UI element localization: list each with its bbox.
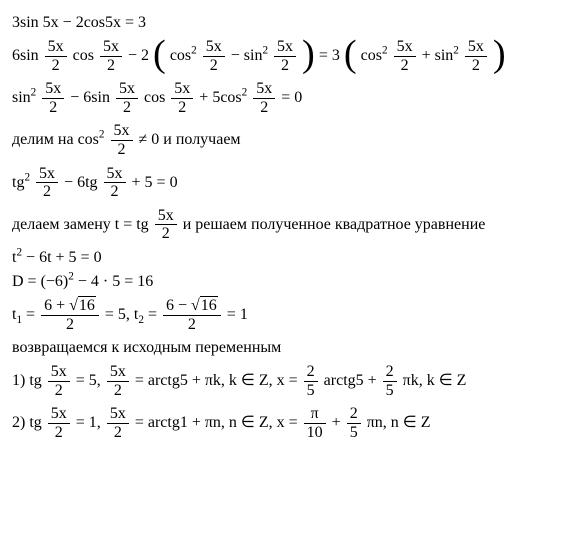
frac-5x-2: 5x2 bbox=[48, 405, 70, 441]
t: делим на cos bbox=[12, 131, 99, 148]
lparen-icon: ( bbox=[344, 39, 357, 70]
t: + 5cos bbox=[199, 89, 241, 106]
t: = arctg1 + πn, n ∈ Z, x = bbox=[135, 414, 302, 431]
t: = 5, bbox=[76, 372, 105, 389]
sup2: 2 bbox=[68, 271, 74, 283]
line-9: t1 = 6 + 16 2 = 5, t2 = 6 − 16 2 = 1 bbox=[12, 297, 569, 333]
t: ≠ 0 и получаем bbox=[139, 131, 241, 148]
t: cos bbox=[170, 47, 191, 64]
line-4: делим на cos2 5x2 ≠ 0 и получаем bbox=[12, 122, 569, 158]
frac-5x-2: 5x2 bbox=[116, 80, 138, 116]
frac-5x-2: 5x2 bbox=[42, 80, 64, 116]
frac-5x-2: 5x2 bbox=[45, 38, 67, 74]
line-12: 2) tg 5x2 = 1, 5x2 = arctg1 + πn, n ∈ Z,… bbox=[12, 405, 569, 441]
line-3: sin2 5x2 − 6sin 5x2 cos 5x2 + 5cos2 5x2 … bbox=[12, 80, 569, 116]
sup2: 2 bbox=[242, 87, 248, 99]
t: и решаем полученное квадратное уравнение bbox=[183, 216, 486, 233]
t: πk, k ∈ Z bbox=[403, 372, 467, 389]
rparen-icon: ) bbox=[493, 39, 506, 70]
frac-root: 6 − 16 2 bbox=[163, 297, 221, 333]
t: arctg5 + bbox=[324, 372, 381, 389]
t: − 2 bbox=[128, 47, 149, 64]
sup2: 2 bbox=[382, 44, 388, 56]
t: − 4 · 5 = 16 bbox=[78, 273, 153, 290]
t: + bbox=[332, 414, 345, 431]
t: = 5, t bbox=[105, 306, 138, 323]
frac-5x-2: 5x2 bbox=[274, 38, 296, 74]
sub2: 2 bbox=[138, 314, 144, 326]
frac-5x-2: 5x2 bbox=[253, 80, 275, 116]
line-8: D = (−6)2 − 4 · 5 = 16 bbox=[12, 273, 569, 291]
line-6: делаем замену t = tg 5x2 и решаем получе… bbox=[12, 207, 569, 243]
line-10: возвращаемся к исходным переменным bbox=[12, 339, 569, 357]
t: 2) tg bbox=[12, 414, 42, 431]
sup2: 2 bbox=[24, 171, 30, 183]
line-11: 1) tg 5x2 = 5, 5x2 = arctg5 + πk, k ∈ Z,… bbox=[12, 363, 569, 399]
t: πn, n ∈ Z bbox=[367, 414, 431, 431]
frac-5x-2: 5x2 bbox=[203, 38, 225, 74]
t: cos bbox=[73, 47, 94, 64]
t: − sin bbox=[231, 47, 263, 64]
frac-5x-2: 5x2 bbox=[104, 165, 126, 201]
rparen-icon: ) bbox=[302, 39, 315, 70]
frac-5x-2: 5x2 bbox=[48, 363, 70, 399]
t: − 6sin bbox=[70, 89, 110, 106]
frac-5x-2: 5x2 bbox=[100, 38, 122, 74]
t: sin bbox=[12, 89, 31, 106]
t: возвращаемся к исходным переменным bbox=[12, 339, 281, 356]
t: = bbox=[148, 306, 161, 323]
frac-5x-2: 5x2 bbox=[155, 207, 177, 243]
t: 1) tg bbox=[12, 372, 42, 389]
line-1: 3sin 5x − 2cos5x = 3 bbox=[12, 14, 569, 32]
t: − 6t + 5 = 0 bbox=[26, 249, 102, 266]
frac-5x-2: 5x2 bbox=[111, 122, 133, 158]
t: = 1, bbox=[76, 414, 105, 431]
t: D = (−6) bbox=[12, 273, 68, 290]
t: = arctg5 + πk, k ∈ Z, x = bbox=[135, 372, 302, 389]
t: cos bbox=[361, 47, 382, 64]
sup2: 2 bbox=[99, 129, 105, 141]
t: = 3 bbox=[319, 47, 340, 64]
line-2: 6sin 5x2 cos 5x2 − 2 ( cos2 5x2 − sin2 5… bbox=[12, 38, 569, 74]
sup2: 2 bbox=[191, 44, 197, 56]
sqrt-icon: 16 bbox=[69, 297, 96, 315]
frac-2-5: 25 bbox=[383, 363, 397, 399]
frac-5x-2: 5x2 bbox=[394, 38, 416, 74]
frac-5x-2: 5x2 bbox=[465, 38, 487, 74]
sup2: 2 bbox=[31, 87, 37, 99]
line-5: tg2 5x2 − 6tg 5x2 + 5 = 0 bbox=[12, 165, 569, 201]
frac-root: 6 + 16 2 bbox=[41, 297, 99, 333]
frac-5x-2: 5x2 bbox=[171, 80, 193, 116]
sup2: 2 bbox=[16, 247, 22, 259]
t: = 1 bbox=[227, 306, 248, 323]
sup2: 2 bbox=[262, 44, 268, 56]
frac-pi-10: π10 bbox=[304, 405, 326, 441]
sqrt-icon: 16 bbox=[191, 297, 218, 315]
frac-2-5: 25 bbox=[347, 405, 361, 441]
t: 6sin bbox=[12, 47, 39, 64]
eq1: 3sin 5x − 2cos5x = 3 bbox=[12, 14, 146, 31]
t: cos bbox=[144, 89, 165, 106]
frac-5x-2: 5x2 bbox=[107, 405, 129, 441]
t: + 5 = 0 bbox=[132, 173, 178, 190]
frac-2-5: 25 bbox=[304, 363, 318, 399]
t: + sin bbox=[422, 47, 454, 64]
lparen-icon: ( bbox=[153, 39, 166, 70]
sup2: 2 bbox=[453, 44, 459, 56]
t: = bbox=[26, 306, 39, 323]
frac-5x-2: 5x2 bbox=[107, 363, 129, 399]
t: tg bbox=[12, 173, 24, 190]
frac-5x-2: 5x2 bbox=[36, 165, 58, 201]
t: делаем замену t = tg bbox=[12, 216, 149, 233]
sub1: 1 bbox=[16, 314, 22, 326]
t: − 6tg bbox=[64, 173, 97, 190]
t: = 0 bbox=[281, 89, 302, 106]
line-7: t2 − 6t + 5 = 0 bbox=[12, 249, 569, 267]
